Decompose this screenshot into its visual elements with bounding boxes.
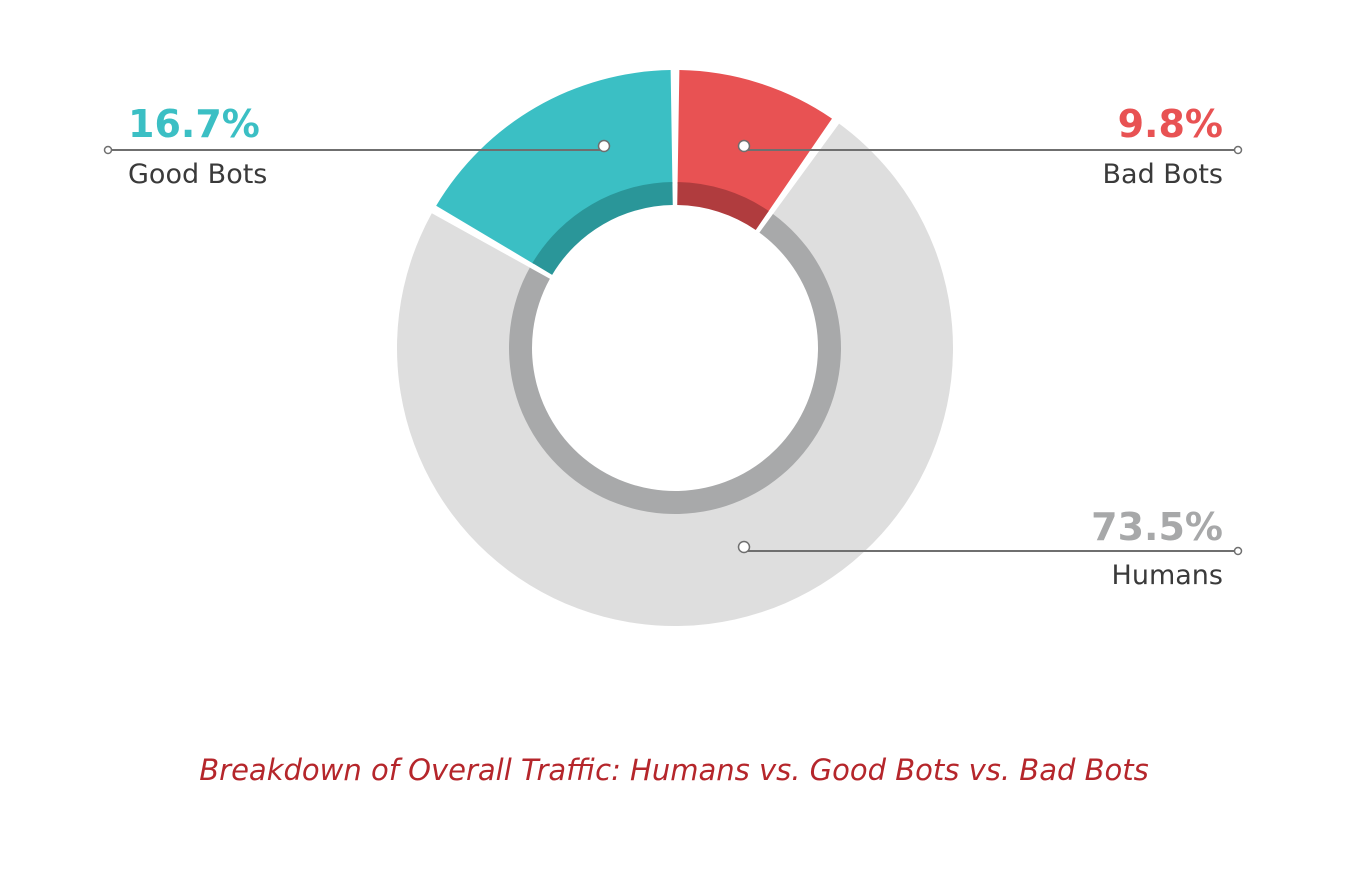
humans-value: 73.5% xyxy=(1091,505,1223,549)
slice-inner-bad-bots xyxy=(677,182,769,230)
good-bots-leader-end xyxy=(103,145,113,155)
slice-inner-good-bots xyxy=(532,182,673,275)
humans-leader-dot xyxy=(737,540,751,554)
bad-bots-label: Bad Bots xyxy=(1103,159,1224,190)
bad-bots-leader-dot xyxy=(737,139,751,153)
bad-bots-value: 9.8% xyxy=(1118,102,1223,146)
good-bots-leader-dot xyxy=(597,139,611,153)
slice-bad-bots xyxy=(677,70,832,213)
donut-slices xyxy=(397,70,954,626)
bad-bots-leader-line xyxy=(744,149,1239,152)
good-bots-label: Good Bots xyxy=(128,159,267,190)
chart-title: Breakdown of Overall Traffic: Humans vs.… xyxy=(199,753,1148,787)
slice-humans xyxy=(397,123,954,626)
callouts xyxy=(103,139,1243,556)
humans-label: Humans xyxy=(1112,560,1223,591)
bad-bots-leader-end xyxy=(1233,145,1243,155)
slice-good-bots xyxy=(436,70,673,265)
good-bots-value: 16.7% xyxy=(128,102,260,146)
humans-leader-end xyxy=(1233,546,1243,556)
